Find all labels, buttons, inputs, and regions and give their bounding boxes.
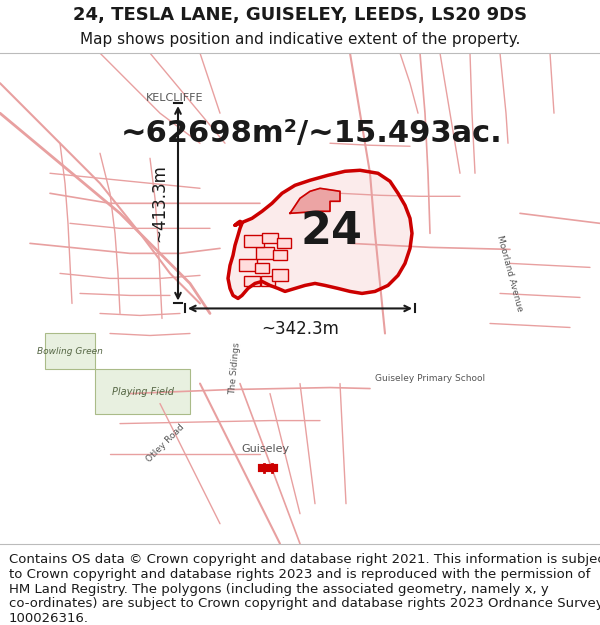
Bar — [255, 263, 269, 273]
Text: 24, TESLA LANE, GUISELEY, LEEDS, LS20 9DS: 24, TESLA LANE, GUISELEY, LEEDS, LS20 9D… — [73, 6, 527, 24]
Text: Contains OS data © Crown copyright and database right 2021. This information is : Contains OS data © Crown copyright and d… — [9, 554, 600, 566]
Bar — [272, 269, 288, 281]
Text: to Crown copyright and database rights 2023 and is reproduced with the permissio: to Crown copyright and database rights 2… — [9, 568, 590, 581]
Text: ~413.3m: ~413.3m — [150, 164, 168, 242]
Text: 24: 24 — [301, 210, 363, 253]
Polygon shape — [228, 170, 412, 298]
Text: Guiseley Primary School: Guiseley Primary School — [375, 374, 485, 383]
Text: The Sidings: The Sidings — [228, 342, 242, 395]
Text: Playing Field: Playing Field — [112, 386, 174, 396]
Text: HM Land Registry. The polygons (including the associated geometry, namely x, y: HM Land Registry. The polygons (includin… — [9, 582, 549, 596]
Bar — [244, 236, 264, 248]
Text: Otley Road: Otley Road — [144, 423, 186, 464]
Text: Bowling Green: Bowling Green — [37, 347, 103, 356]
Text: co-ordinates) are subject to Crown copyright and database rights 2023 Ordnance S: co-ordinates) are subject to Crown copyr… — [9, 598, 600, 611]
Bar — [261, 276, 275, 286]
Text: Guiseley: Guiseley — [241, 444, 289, 454]
Bar — [244, 276, 260, 286]
Bar — [273, 251, 287, 261]
Bar — [256, 248, 274, 259]
Text: Map shows position and indicative extent of the property.: Map shows position and indicative extent… — [80, 32, 520, 48]
Polygon shape — [290, 188, 340, 213]
Polygon shape — [95, 369, 190, 414]
Bar — [239, 259, 257, 271]
Bar — [277, 238, 291, 248]
Text: ~342.3m: ~342.3m — [261, 321, 339, 339]
Text: 100026316.: 100026316. — [9, 612, 89, 625]
Text: ~62698m²/~15.493ac.: ~62698m²/~15.493ac. — [121, 119, 503, 148]
Text: KELCLIFFE: KELCLIFFE — [146, 93, 204, 103]
Bar — [262, 233, 278, 243]
Polygon shape — [45, 334, 95, 369]
Text: Moorland Avenue: Moorland Avenue — [496, 234, 524, 312]
